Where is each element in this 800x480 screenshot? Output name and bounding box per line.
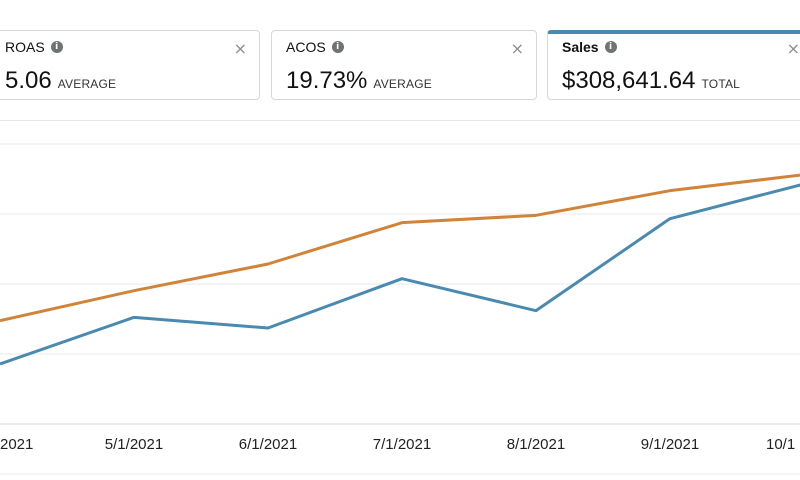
metric-value-row: 5.06 AVERAGE: [5, 67, 116, 95]
series-line-blue[interactable]: [0, 183, 800, 366]
cards-divider: [0, 120, 800, 121]
x-tick-label: 6/1/2021: [239, 436, 297, 453]
metric-suffix: AVERAGE: [57, 77, 117, 91]
close-icon[interactable]: ×: [510, 39, 524, 58]
close-icon[interactable]: ×: [786, 39, 800, 58]
metric-card-acos[interactable]: ACOS i × 19.73% AVERAGE: [271, 30, 537, 100]
metric-value: 5.06: [5, 67, 52, 94]
metric-suffix: AVERAGE: [373, 77, 432, 91]
x-axis-ticks: 2021 5/1/2021 6/1/2021 7/1/2021 8/1/2021 9/1/…: [0, 436, 795, 453]
metric-title: ACOS i: [286, 39, 344, 55]
chart-gridlines: [0, 143, 800, 475]
metric-title-label: ACOS: [286, 39, 326, 55]
x-tick-label: 9/1/2021: [641, 436, 699, 453]
metric-value: 19.73%: [286, 67, 368, 94]
chart-series: [0, 173, 800, 366]
series-line-orange[interactable]: [0, 173, 800, 323]
info-icon[interactable]: i: [331, 41, 344, 53]
x-tick-label: 7/1/2021: [373, 436, 431, 453]
metric-card-sales[interactable]: Sales i × $308,641.64 TOTAL: [547, 30, 800, 100]
metric-suffix: TOTAL: [701, 77, 741, 91]
metric-title: ROAS i: [5, 39, 63, 55]
metric-title-label: ROAS: [5, 39, 45, 55]
metric-card-roas[interactable]: ROAS i × 5.06 AVERAGE: [0, 30, 260, 100]
close-icon[interactable]: ×: [233, 39, 247, 58]
metric-value: $308,641.64: [562, 67, 696, 94]
info-icon[interactable]: i: [604, 41, 617, 53]
info-icon[interactable]: i: [50, 41, 63, 53]
metric-value-row: 19.73% AVERAGE: [286, 67, 432, 95]
x-tick-label: 2021: [0, 436, 33, 453]
metric-value-row: $308,641.64 TOTAL: [562, 67, 740, 95]
metric-cards: ROAS i × 5.06 AVERAGE ACOS i × 19.73% AV…: [0, 0, 800, 110]
metric-title-label: Sales: [562, 39, 599, 55]
metric-title: Sales i: [562, 39, 617, 55]
x-tick-label: 8/1/2021: [507, 436, 565, 453]
x-tick-label: 5/1/2021: [105, 436, 163, 453]
x-tick-label: 10/1: [766, 436, 795, 453]
